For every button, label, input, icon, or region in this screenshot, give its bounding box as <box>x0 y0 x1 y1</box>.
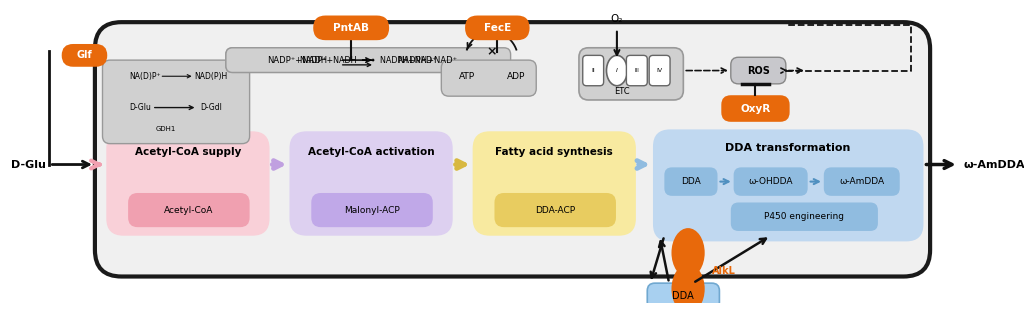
Text: ×: × <box>486 45 497 58</box>
Text: O₂: O₂ <box>610 14 623 24</box>
Text: Acetyl-CoA: Acetyl-CoA <box>164 206 214 215</box>
Text: DDA transformation: DDA transformation <box>725 143 850 153</box>
Text: D-Gdl: D-Gdl <box>200 103 221 112</box>
Text: AlkL: AlkL <box>712 266 735 276</box>
Text: I: I <box>616 68 617 73</box>
Text: ETC: ETC <box>613 87 630 96</box>
FancyBboxPatch shape <box>473 131 636 236</box>
Text: DDA: DDA <box>681 177 700 186</box>
Text: DDA: DDA <box>673 291 694 301</box>
FancyBboxPatch shape <box>102 60 250 144</box>
FancyBboxPatch shape <box>647 283 720 310</box>
FancyBboxPatch shape <box>495 193 616 227</box>
Text: Glf: Glf <box>77 50 92 60</box>
FancyBboxPatch shape <box>665 167 718 196</box>
Ellipse shape <box>672 228 705 277</box>
FancyBboxPatch shape <box>313 16 389 40</box>
Text: NADP⁺+NADH: NADP⁺+NADH <box>267 56 327 65</box>
Text: ω-OHDDA: ω-OHDDA <box>749 177 793 186</box>
Ellipse shape <box>606 55 628 86</box>
Text: DDA-ACP: DDA-ACP <box>536 206 575 215</box>
FancyBboxPatch shape <box>311 193 433 227</box>
FancyBboxPatch shape <box>226 48 511 72</box>
Text: FecE: FecE <box>483 23 511 33</box>
Text: NAD(P)H: NAD(P)H <box>195 72 227 81</box>
FancyBboxPatch shape <box>226 48 482 72</box>
FancyBboxPatch shape <box>95 22 930 276</box>
Text: NADPH+NAD⁺: NADPH+NAD⁺ <box>397 56 457 65</box>
Text: NADP⁺+NADH  ➡➡  NADPH+NAD⁺: NADP⁺+NADH ➡➡ NADPH+NAD⁺ <box>300 56 436 65</box>
Text: ATP: ATP <box>459 72 475 81</box>
FancyBboxPatch shape <box>733 167 808 196</box>
FancyBboxPatch shape <box>721 95 790 122</box>
Text: D-Glu: D-Glu <box>129 103 152 112</box>
Ellipse shape <box>672 264 705 311</box>
FancyBboxPatch shape <box>106 131 269 236</box>
FancyBboxPatch shape <box>465 16 529 40</box>
Text: Acetyl-CoA activation: Acetyl-CoA activation <box>308 147 434 157</box>
FancyBboxPatch shape <box>128 193 250 227</box>
Text: PntAB: PntAB <box>333 23 370 33</box>
Text: Malonyl-ACP: Malonyl-ACP <box>344 206 400 215</box>
FancyBboxPatch shape <box>627 55 647 86</box>
Text: P450 engineering: P450 engineering <box>764 212 844 221</box>
FancyBboxPatch shape <box>731 202 878 231</box>
FancyBboxPatch shape <box>583 55 603 86</box>
Text: NA(D)P⁺: NA(D)P⁺ <box>129 72 161 81</box>
FancyBboxPatch shape <box>579 48 683 100</box>
Text: II: II <box>591 68 595 73</box>
Text: III: III <box>635 68 639 73</box>
FancyBboxPatch shape <box>290 131 453 236</box>
FancyBboxPatch shape <box>61 44 108 67</box>
Text: ω-AmDDA: ω-AmDDA <box>964 160 1024 169</box>
Text: ω-AmDDA: ω-AmDDA <box>840 177 885 186</box>
FancyBboxPatch shape <box>441 60 537 96</box>
FancyBboxPatch shape <box>649 55 670 86</box>
Text: IV: IV <box>656 68 663 73</box>
FancyBboxPatch shape <box>653 129 924 241</box>
Text: D-Glu: D-Glu <box>11 160 46 169</box>
Text: Fatty acid synthesis: Fatty acid synthesis <box>496 147 613 157</box>
FancyBboxPatch shape <box>823 167 900 196</box>
Text: ROS: ROS <box>746 66 770 76</box>
Text: GDH1: GDH1 <box>156 126 176 132</box>
Text: Acetyl-CoA supply: Acetyl-CoA supply <box>135 147 241 157</box>
Text: OxyR: OxyR <box>740 104 771 114</box>
FancyBboxPatch shape <box>731 57 785 84</box>
Text: ADP: ADP <box>507 72 525 81</box>
